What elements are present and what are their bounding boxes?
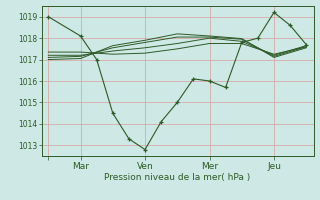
X-axis label: Pression niveau de la mer( hPa ): Pression niveau de la mer( hPa ) [104,173,251,182]
